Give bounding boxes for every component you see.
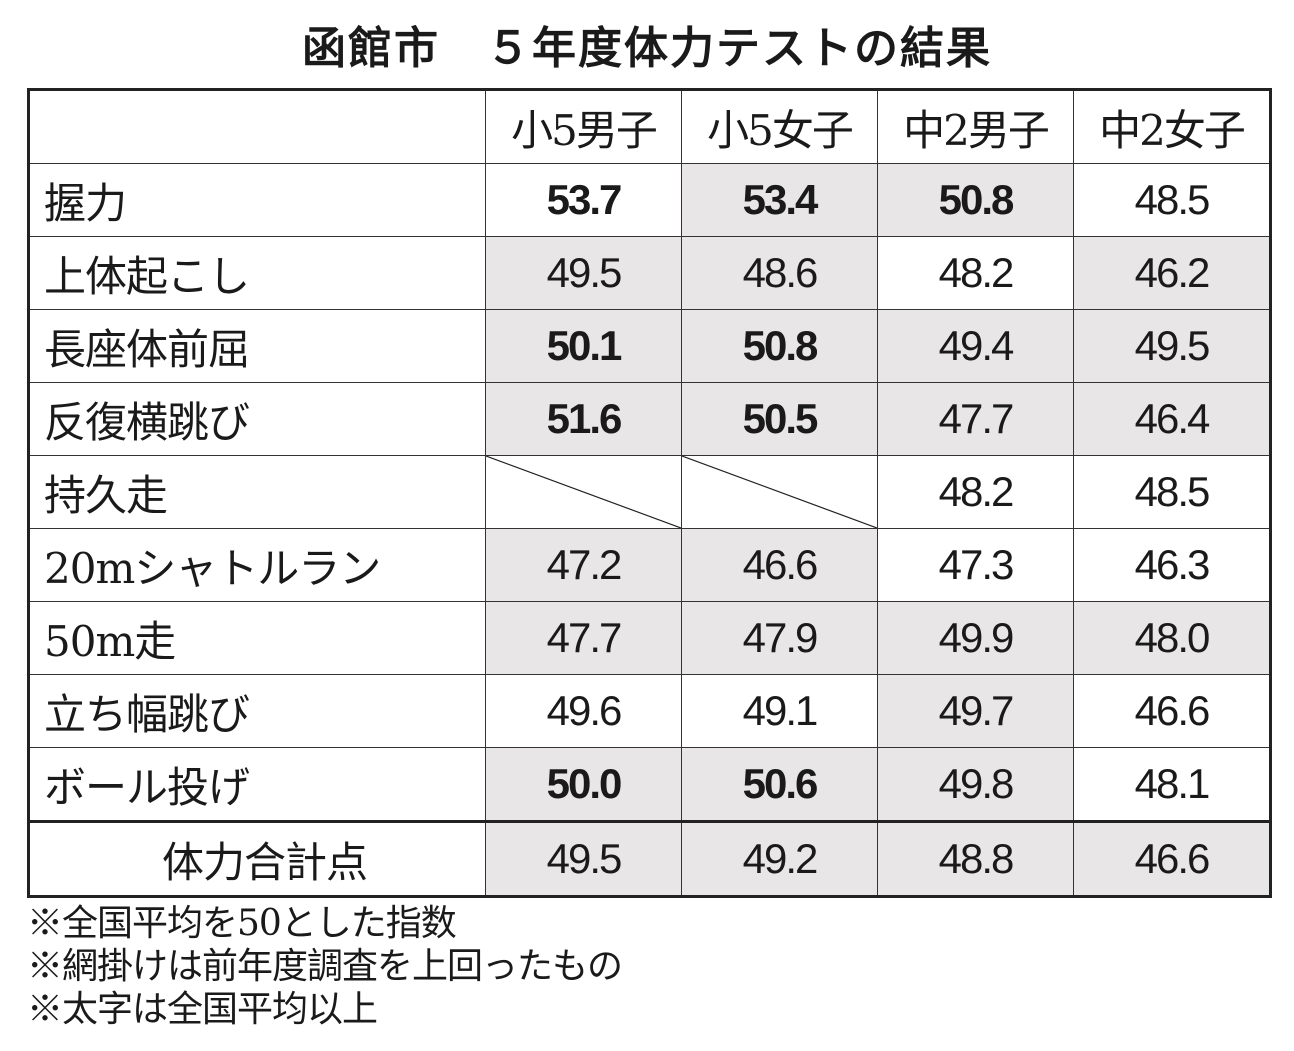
diagonal-slash — [486, 456, 681, 528]
row-label: 持久走 — [28, 455, 486, 529]
table-row: 握力 53.7 53.4 50.8 48.5 — [28, 163, 1271, 237]
value-cell: 49.4 — [877, 309, 1074, 383]
results-table: 小5男子 小5女子 中2男子 中2女子 握力 53.7 53.4 50.8 48.5 上体… — [27, 88, 1272, 898]
value-cell: 48.5 — [1073, 163, 1271, 237]
row-label: 上体起こし — [28, 236, 486, 310]
value-cell: 48.1 — [1073, 747, 1271, 822]
footnote: ※網掛けは前年度調査を上回ったもの — [27, 946, 623, 987]
value-cell: 47.9 — [681, 601, 878, 675]
value-cell: 49.5 — [1073, 309, 1271, 383]
header-jh2-boys: 中2男子 — [877, 89, 1074, 164]
row-label: 体力合計点 — [28, 820, 486, 897]
header-grade5-boys: 小5男子 — [485, 89, 682, 164]
value-cell: 50.0 — [485, 747, 682, 822]
row-label: 50m走 — [28, 601, 486, 675]
row-label: ボール投げ — [28, 747, 486, 822]
value-cell: 49.8 — [877, 747, 1074, 822]
row-label: 立ち幅跳び — [28, 674, 486, 748]
value-cell: 50.8 — [877, 163, 1074, 237]
header-row: 小5男子 小5女子 中2男子 中2女子 — [28, 89, 1271, 164]
value-cell: 49.5 — [485, 236, 682, 310]
not-applicable-cell — [485, 455, 682, 529]
value-cell: 46.4 — [1073, 382, 1271, 456]
value-cell: 49.6 — [485, 674, 682, 748]
value-cell: 48.5 — [1073, 455, 1271, 529]
value-cell: 49.2 — [681, 820, 878, 897]
value-cell: 49.5 — [485, 820, 682, 897]
table-row: 50m走 47.7 47.9 49.9 48.0 — [28, 601, 1271, 675]
table-row: 20mシャトルラン 47.2 46.6 47.3 46.3 — [28, 528, 1271, 602]
value-cell: 49.7 — [877, 674, 1074, 748]
value-cell: 50.8 — [681, 309, 878, 383]
value-cell: 46.2 — [1073, 236, 1271, 310]
footnotes: ※全国平均を50とした指数 ※網掛けは前年度調査を上回ったもの ※太字は全国平均… — [27, 902, 623, 1031]
header-grade5-girls: 小5女子 — [681, 89, 878, 164]
value-cell: 53.7 — [485, 163, 682, 237]
diagonal-slash — [682, 456, 877, 528]
row-label: 握力 — [28, 163, 486, 237]
value-cell: 48.2 — [877, 236, 1074, 310]
row-label: 長座体前屈 — [28, 309, 486, 383]
value-cell: 48.8 — [877, 820, 1074, 897]
value-cell: 47.7 — [485, 601, 682, 675]
value-cell: 50.5 — [681, 382, 878, 456]
table-row: 上体起こし 49.5 48.6 48.2 46.2 — [28, 236, 1271, 310]
value-cell: 47.7 — [877, 382, 1074, 456]
value-cell: 46.3 — [1073, 528, 1271, 602]
value-cell: 50.1 — [485, 309, 682, 383]
table-row: ボール投げ 50.0 50.6 49.8 48.1 — [28, 747, 1271, 822]
table-row: 反復横跳び 51.6 50.5 47.7 46.4 — [28, 382, 1271, 456]
value-cell: 53.4 — [681, 163, 878, 237]
table-row: 立ち幅跳び 49.6 49.1 49.7 46.6 — [28, 674, 1271, 748]
table-row: 持久走 48.2 48.5 — [28, 455, 1271, 529]
value-cell: 46.6 — [681, 528, 878, 602]
value-cell: 47.2 — [485, 528, 682, 602]
not-applicable-cell — [681, 455, 878, 529]
table-row: 長座体前屈 50.1 50.8 49.4 49.5 — [28, 309, 1271, 383]
page-title: 函館市 ５年度体力テストの結果 — [302, 23, 992, 74]
value-cell: 51.6 — [485, 382, 682, 456]
value-cell: 48.6 — [681, 236, 878, 310]
value-cell: 49.9 — [877, 601, 1074, 675]
header-corner — [28, 89, 486, 164]
value-cell: 46.6 — [1073, 674, 1271, 748]
value-cell: 46.6 — [1073, 820, 1271, 897]
header-jh2-girls: 中2女子 — [1073, 89, 1271, 164]
footnote: ※太字は全国平均以上 — [27, 989, 378, 1030]
footnote: ※全国平均を50とした指数 — [27, 903, 457, 944]
row-label: 20mシャトルラン — [28, 528, 486, 602]
value-cell: 47.3 — [877, 528, 1074, 602]
value-cell: 50.6 — [681, 747, 878, 822]
row-label: 反復横跳び — [28, 382, 486, 456]
value-cell: 48.0 — [1073, 601, 1271, 675]
value-cell: 49.1 — [681, 674, 878, 748]
value-cell: 48.2 — [877, 455, 1074, 529]
total-row: 体力合計点 49.5 49.2 48.8 46.6 — [28, 820, 1271, 897]
